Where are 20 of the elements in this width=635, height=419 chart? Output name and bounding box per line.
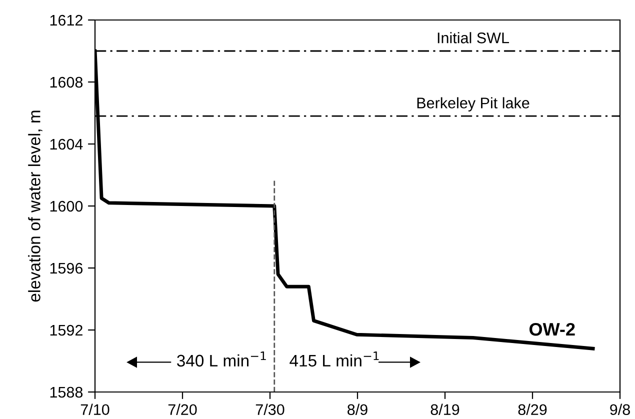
ref-line-label: Initial SWL (438, 32, 509, 44)
x-tick-label: 7/30 (256, 404, 284, 416)
x-tick-label: 8/19 (430, 404, 460, 416)
annotation: 340 L min$^{−1}$ (177, 352, 266, 367)
x-tick-label: 8/9 (348, 404, 368, 416)
y-tick-label: 1600 (50, 200, 83, 212)
ref-line-label: Berkeley Pit lake (417, 97, 530, 112)
series-label: OW-2 (529, 322, 575, 336)
annotation: 415 L min$^{−1}$ (290, 352, 379, 367)
y-tick-label: 1604 (50, 138, 83, 150)
x-tick-label: 7/10 (80, 404, 110, 416)
y-tick-label: 1612 (50, 14, 82, 26)
x-tick-label: 7/20 (168, 404, 197, 416)
y-tick-label: 1592 (50, 324, 82, 336)
y-tick-label: 1588 (50, 386, 83, 398)
y-tick-label: 1596 (50, 262, 83, 274)
x-tick-label: 8/29 (518, 404, 547, 416)
x-tick-label: 9/8 (610, 404, 630, 416)
y-axis-title: elevation of water level, m (28, 110, 42, 302)
y-tick-label: 1608 (50, 76, 83, 88)
